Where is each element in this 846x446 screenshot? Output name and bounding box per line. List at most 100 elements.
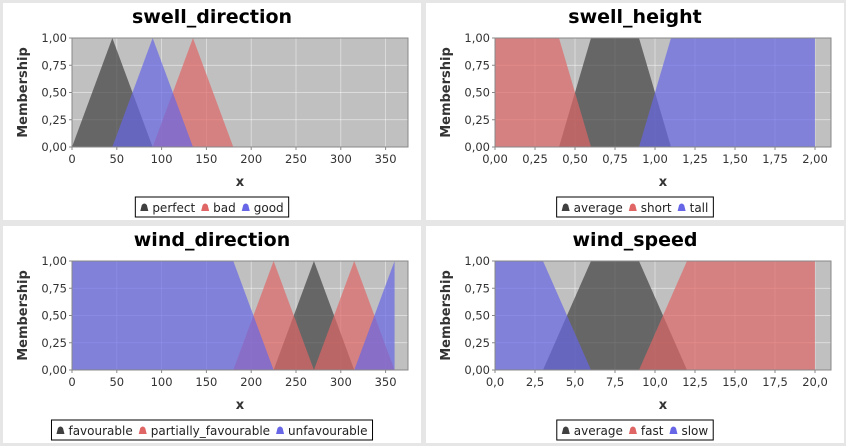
x-tick-label: 10,0: [642, 375, 668, 389]
legend-swatch-icon: [561, 426, 570, 434]
series-area-slow: [495, 261, 591, 370]
chart-title: swell_direction: [132, 6, 292, 28]
x-tick-label: 0: [68, 152, 75, 166]
chart-wind-speed: wind_speed 0,0 2,5 5,0 7,5 10,0 12,5 15,0 17,5 20…: [439, 229, 832, 441]
y-axis-label: Membership: [16, 270, 31, 361]
legend-swatch-icon: [677, 203, 686, 211]
legend-item-fast: fast: [628, 424, 664, 438]
legend-item-slow: slow: [669, 424, 708, 438]
x-tick-label: 1,50: [722, 152, 748, 166]
x-tick-label: 250: [285, 152, 307, 166]
legend-swatch-icon: [669, 426, 678, 434]
x-tick-label: 200: [240, 152, 262, 166]
x-tick-label: 7,5: [606, 375, 624, 389]
chart-panel-wind-speed: wind_speed 0,0 2,5 5,0 7,5 10,0 12,5 15,0 17,5 20…: [426, 226, 844, 443]
y-axis-label: Membership: [439, 47, 454, 138]
legend-label: unfavourable: [288, 424, 367, 438]
y-tick-label: 0,00: [464, 363, 490, 377]
legend-item-average: average: [561, 201, 623, 215]
x-tick-label: 1,75: [762, 152, 788, 166]
legend-swatch-icon: [241, 203, 250, 211]
x-tick-label: 0,50: [562, 152, 588, 166]
y-tick-label: 1,00: [464, 254, 490, 268]
x-tick-label: 250: [285, 375, 307, 389]
legend-swatch-icon: [140, 203, 149, 211]
x-tick-label: 2,00: [802, 152, 828, 166]
x-tick-label: 50: [109, 152, 124, 166]
legend-label: partially_favourable: [151, 424, 270, 438]
x-tick-label: 300: [330, 375, 352, 389]
legend: average fast slow: [556, 419, 714, 441]
legend-label: short: [641, 201, 672, 215]
legend: average short tall: [556, 196, 714, 218]
legend-item-tall: tall: [677, 201, 709, 215]
chart-panel-swell-height: swell_height 0,00 0,25 0,50 0,75 1,00 1,25 1,50…: [426, 3, 844, 220]
chart-title: swell_height: [568, 6, 701, 28]
legend: perfect bad good: [134, 196, 290, 218]
chart-wind-direction: wind_direction 0 50 100 150 200 250 300 350 0,00 0…: [16, 229, 409, 441]
legend-label: fast: [641, 424, 664, 438]
legend-swatch-icon: [561, 203, 570, 211]
legend-box: [134, 196, 290, 218]
legend-box: [50, 419, 374, 441]
y-tick-label: 0,25: [41, 336, 67, 350]
x-tick-label: 150: [195, 152, 217, 166]
series-area-short: [495, 38, 591, 147]
x-tick-label: 0,75: [602, 152, 628, 166]
chart-swell-direction: swell_direction 0 50 100 150 200 250 300 350 0,00…: [16, 6, 409, 218]
legend-swatch-icon: [276, 426, 285, 434]
x-tick-label: 350: [375, 375, 397, 389]
legend-item-favourable: favourable: [56, 424, 133, 438]
x-axis-label: x: [236, 398, 245, 413]
series-area-fast: [639, 261, 815, 370]
legend-label: tall: [690, 201, 709, 215]
x-tick-label: 5,0: [566, 375, 584, 389]
chart-panel-swell-direction: swell_direction 0 50 100 150 200 250 300 350 0,00…: [3, 3, 421, 220]
legend-item-short: short: [628, 201, 672, 215]
y-tick-label: 1,00: [41, 31, 67, 45]
legend-swatch-icon: [56, 426, 65, 434]
chart-swell-height: swell_height 0,00 0,25 0,50 0,75 1,00 1,25 1,50…: [439, 6, 832, 218]
x-tick-label: 0,25: [522, 152, 548, 166]
legend-swatch-icon: [628, 203, 637, 211]
y-tick-label: 0,50: [41, 309, 67, 323]
y-tick-label: 0,00: [41, 140, 67, 154]
x-tick-label: 17,5: [762, 375, 788, 389]
x-axis-label: x: [659, 175, 668, 190]
y-axis-label: Membership: [16, 47, 31, 138]
x-tick-label: 0,00: [482, 152, 508, 166]
chart-title: wind_direction: [134, 229, 291, 251]
legend-item-bad: bad: [201, 201, 236, 215]
legend-item-perfect: perfect: [140, 201, 195, 215]
chart-panel-wind-direction: wind_direction 0 50 100 150 200 250 300 350 0,00 0…: [3, 226, 421, 443]
x-tick-label: 300: [330, 152, 352, 166]
y-tick-label: 0,50: [41, 86, 67, 100]
legend-label: good: [254, 201, 284, 215]
y-tick-label: 0,75: [41, 281, 67, 295]
y-tick-label: 0,75: [464, 281, 490, 295]
x-tick-label: 200: [240, 375, 262, 389]
legend-label: bad: [213, 201, 236, 215]
series-area-average: [559, 38, 671, 147]
y-tick-label: 0,75: [41, 58, 67, 72]
y-tick-label: 0,25: [464, 113, 490, 127]
x-tick-label: 50: [109, 375, 124, 389]
x-tick-label: 20,0: [802, 375, 828, 389]
x-tick-label: 1,00: [642, 152, 668, 166]
series-area-partially-favourable: [233, 261, 395, 370]
y-tick-label: 1,00: [41, 254, 67, 268]
series-area-good: [112, 38, 193, 147]
x-tick-label: 100: [151, 152, 173, 166]
y-tick-label: 0,50: [464, 86, 490, 100]
legend-label: average: [574, 424, 623, 438]
y-tick-label: 0,25: [464, 336, 490, 350]
x-axis-label: x: [236, 175, 245, 190]
chart-title: wind_speed: [573, 229, 698, 251]
legend-item-good: good: [241, 201, 284, 215]
x-tick-label: 100: [151, 375, 173, 389]
x-tick-label: 350: [375, 152, 397, 166]
x-tick-label: 12,5: [682, 375, 708, 389]
y-tick-label: 0,00: [41, 363, 67, 377]
legend-item-partially-favourable: partially_favourable: [138, 424, 270, 438]
x-tick-label: 1,25: [682, 152, 708, 166]
